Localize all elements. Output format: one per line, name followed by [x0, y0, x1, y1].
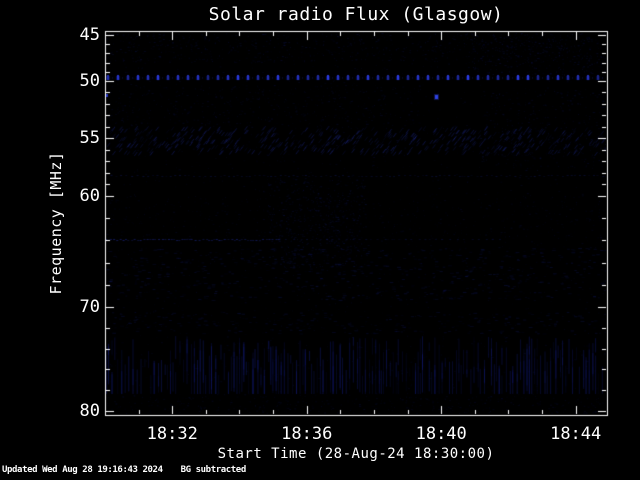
x-tick-label: 18:44 [550, 424, 602, 444]
y-tick-label: 70 [79, 297, 100, 317]
y-tick-label: 45 [79, 25, 100, 45]
y-tick-label: 80 [79, 401, 100, 421]
updated-timestamp: Updated Wed Aug 28 19:16:43 2024 [2, 465, 163, 475]
x-tick-label: 18:36 [281, 424, 333, 444]
x-tick-label: 18:32 [146, 424, 198, 444]
y-tick-label: 60 [79, 186, 100, 206]
x-axis-title: Start Time (28-Aug-24 18:30:00) [217, 446, 495, 462]
bg-subtracted-note: BG subtracted [180, 465, 247, 475]
y-tick-label: 55 [79, 128, 100, 148]
y-axis-title: Frequency [MHz] [47, 151, 65, 295]
y-tick-label: 50 [79, 71, 100, 91]
footer-status-line: Updated Wed Aug 28 19:16:43 2024 BG subtr… [2, 465, 246, 475]
x-tick-label: 18:40 [415, 424, 467, 444]
chart-title: Solar radio Flux (Glasgow) [208, 4, 504, 25]
